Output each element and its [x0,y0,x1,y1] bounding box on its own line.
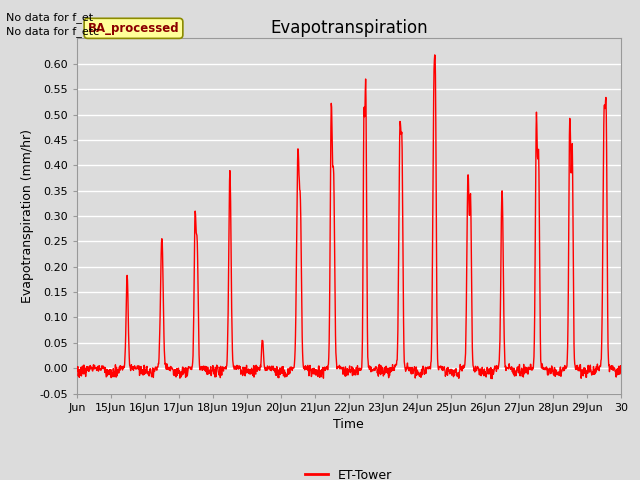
Title: Evapotranspiration: Evapotranspiration [270,19,428,37]
Text: BA_processed: BA_processed [88,22,179,35]
Y-axis label: Evapotranspiration (mm/hr): Evapotranspiration (mm/hr) [20,129,33,303]
Legend: ET-Tower: ET-Tower [300,464,397,480]
Text: No data for f_et: No data for f_et [6,12,93,23]
Text: No data for f_etc: No data for f_etc [6,26,100,37]
X-axis label: Time: Time [333,418,364,431]
